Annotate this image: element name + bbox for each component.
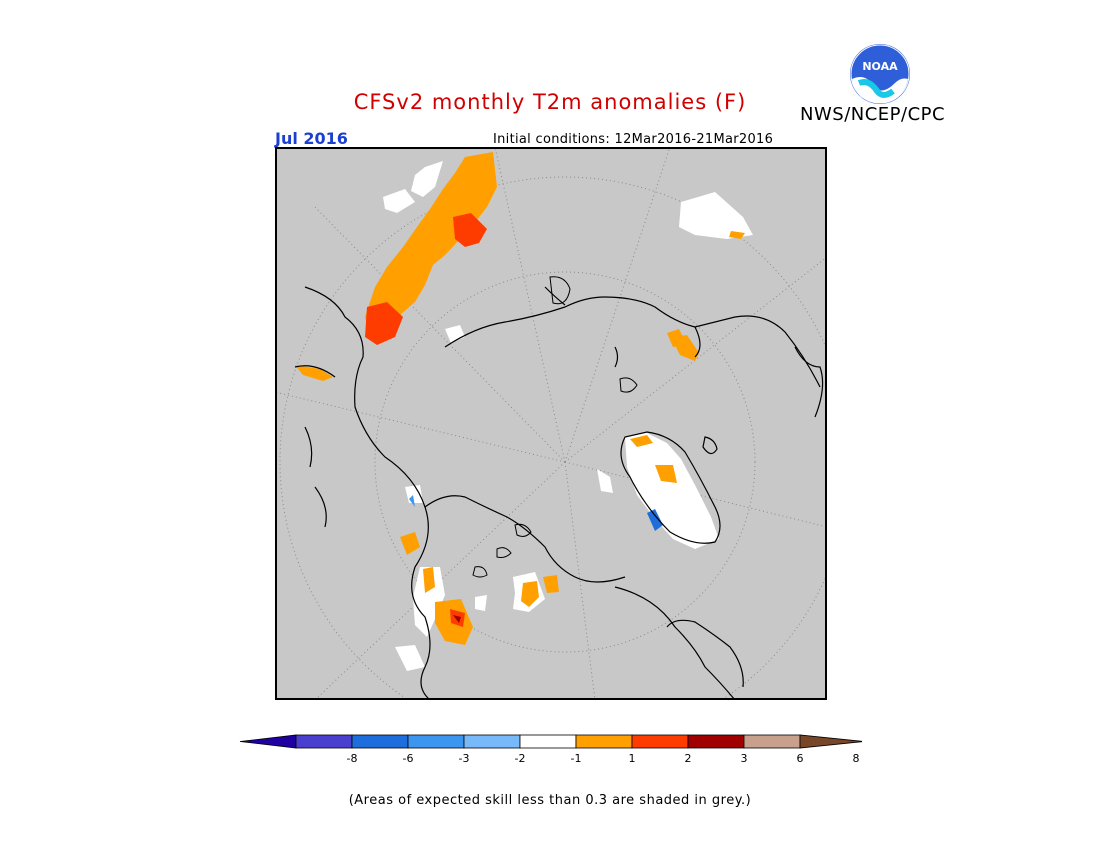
polar-anomaly-map bbox=[275, 147, 827, 700]
anomaly-europe-warm bbox=[729, 231, 745, 239]
colorbar-tick-label: 8 bbox=[853, 752, 860, 765]
colorbar-segment bbox=[631, 734, 689, 749]
skill-footnote: (Areas of expected skill less than 0.3 a… bbox=[348, 793, 752, 808]
colorbar-segment bbox=[687, 734, 745, 749]
colorbar-tick-label: -6 bbox=[403, 752, 414, 765]
colorbar-tick-label: -3 bbox=[459, 752, 470, 765]
colorbar-max-arrow bbox=[799, 734, 862, 749]
colorbar-tick-label: -1 bbox=[571, 752, 582, 765]
organization-label: NWS/NCEP/CPC bbox=[800, 104, 946, 125]
colorbar-segment bbox=[295, 734, 353, 749]
initial-conditions-label: Initial conditions: 12Mar2016-21Mar2016 bbox=[493, 132, 774, 147]
colorbar-segment bbox=[519, 734, 577, 749]
anomaly-north-america bbox=[395, 485, 559, 671]
colorbar-tick-label: 2 bbox=[685, 752, 692, 765]
colorbar-min-arrow bbox=[239, 734, 297, 749]
target-month-label: Jul 2016 bbox=[275, 129, 348, 148]
colorbar-segment bbox=[351, 734, 409, 749]
map-background bbox=[275, 147, 827, 700]
islands bbox=[472, 276, 638, 578]
colorbar-tick-label: 3 bbox=[741, 752, 748, 765]
colorbar-segment bbox=[743, 734, 801, 749]
anomaly-greenland bbox=[597, 432, 719, 549]
colorbar-tick-label: -8 bbox=[347, 752, 358, 765]
colorbar-tick-label: -2 bbox=[515, 752, 526, 765]
noaa-logo-text: NOAA bbox=[862, 60, 898, 73]
colorbar-segment bbox=[575, 734, 633, 749]
coastlines bbox=[294, 286, 824, 700]
colorbar-segment bbox=[407, 734, 465, 749]
map-frame bbox=[275, 147, 827, 700]
colorbar-tick-label: 6 bbox=[797, 752, 804, 765]
colorbar-tick-label: 1 bbox=[629, 752, 636, 765]
noaa-logo-icon: NOAA bbox=[850, 44, 910, 104]
anomaly-europe bbox=[679, 192, 753, 239]
anomaly-russia bbox=[667, 329, 687, 347]
colorbar-segment bbox=[463, 734, 521, 749]
color-scale-bar: -8 -6 -3 -2 -1 1 2 3 6 8 bbox=[239, 734, 862, 765]
chart-title: CFSv2 monthly T2m anomalies (F) bbox=[353, 90, 747, 114]
